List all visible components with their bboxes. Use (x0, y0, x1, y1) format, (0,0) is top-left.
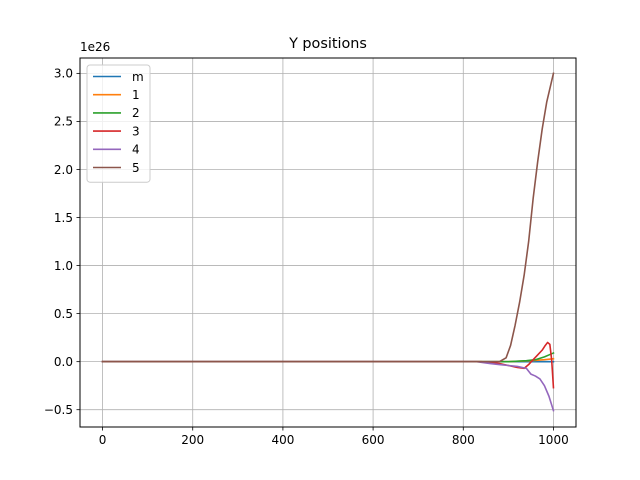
x-tick-label: 1000 (538, 433, 569, 447)
y-tick-label: 0.5 (54, 307, 73, 321)
legend-label: 2 (132, 106, 140, 120)
y-offset-text: 1e26 (80, 40, 110, 54)
legend: m 1 2 3 4 5 (86, 64, 151, 183)
legend-label: 1 (132, 88, 140, 102)
x-tick-label: 600 (362, 433, 385, 447)
plot-frame (79, 57, 577, 428)
x-axis: 0 200 400 600 800 1000 (99, 427, 569, 447)
y-tick-label: 0.0 (54, 355, 73, 369)
x-tick-label: 800 (452, 433, 475, 447)
legend-label: 5 (132, 161, 140, 175)
y-tick-label: 2.5 (54, 115, 73, 129)
y-tick-label: 1.0 (54, 259, 73, 273)
y-tick-label: 1.5 (54, 211, 73, 225)
y-tick-label: −0.5 (44, 403, 73, 417)
legend-label: 3 (132, 124, 140, 138)
x-tick-label: 200 (181, 433, 204, 447)
x-tick-label: 0 (99, 433, 107, 447)
legend-label: m (132, 70, 144, 84)
x-tick-label: 400 (271, 433, 294, 447)
series-line-4 (101, 360, 555, 412)
series-line-5 (101, 72, 555, 363)
y-axis: −0.5 0.0 0.5 1.0 1.5 2.0 2.5 3.0 (44, 67, 80, 417)
y-tick-label: 3.0 (54, 67, 73, 81)
chart-title: Y positions (288, 36, 367, 52)
legend-label: 4 (132, 143, 140, 157)
series-lines (101, 72, 555, 412)
y-tick-label: 2.0 (54, 163, 73, 177)
